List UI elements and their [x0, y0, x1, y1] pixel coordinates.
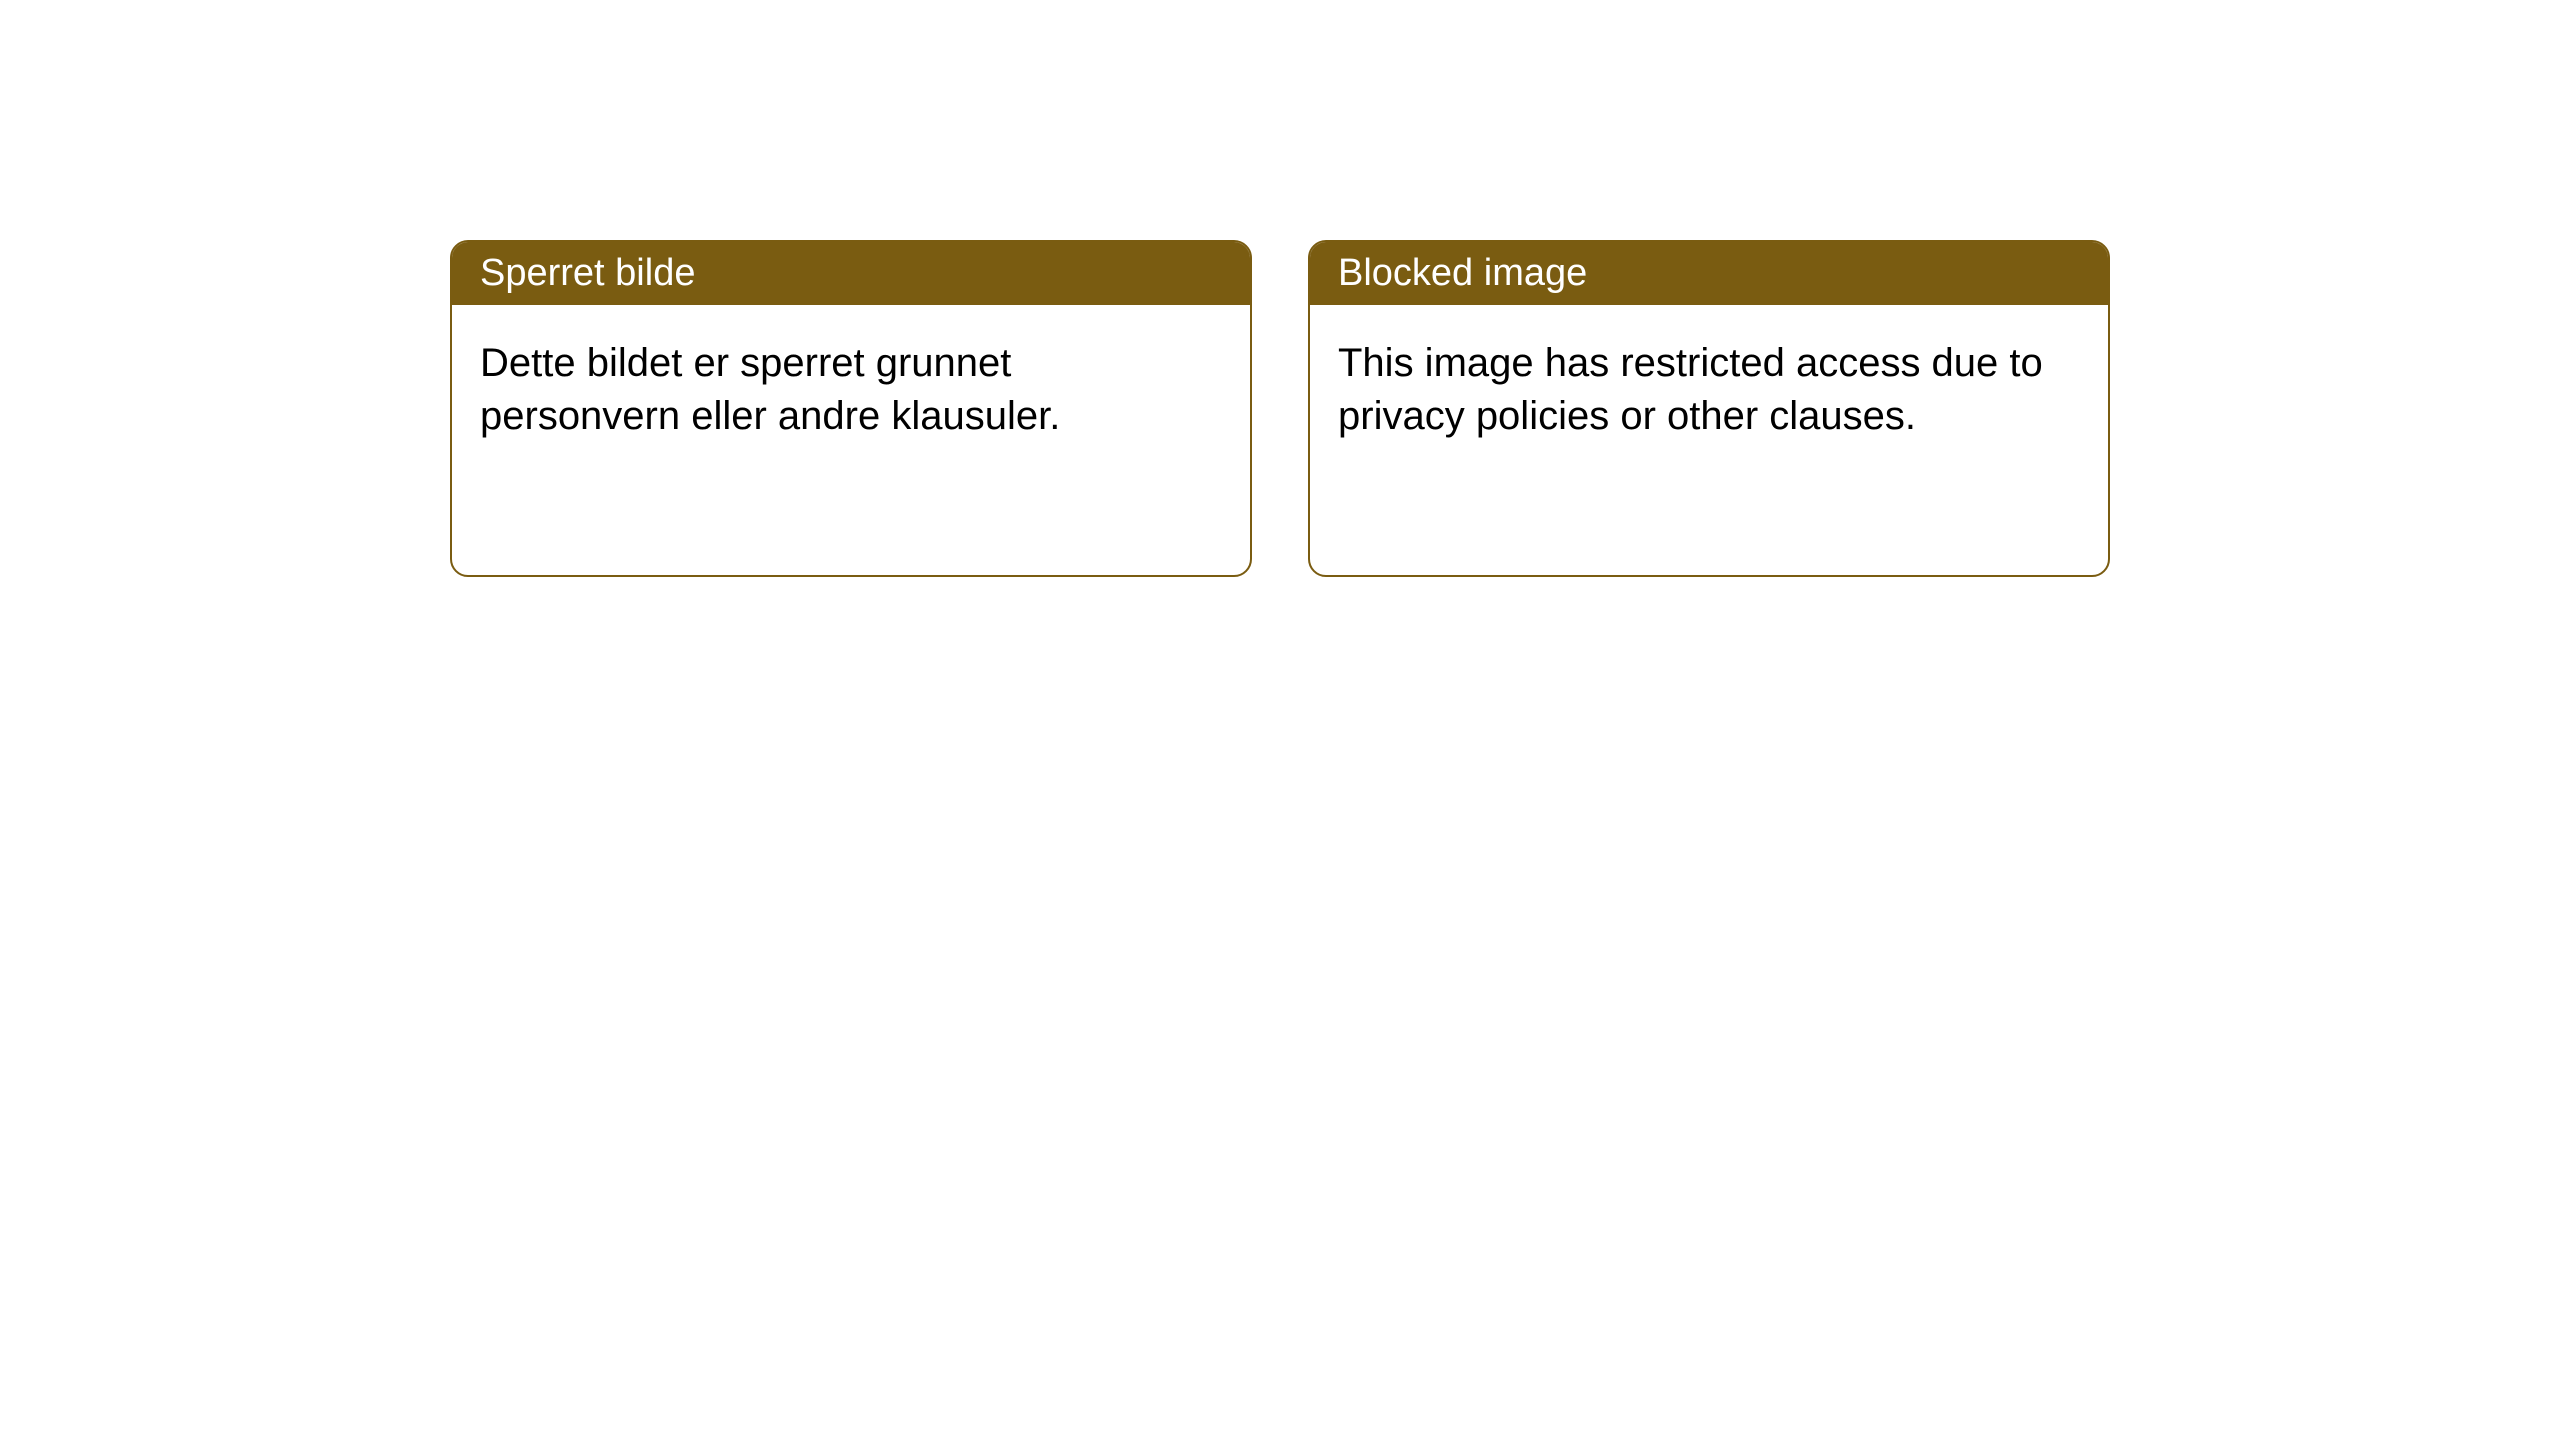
notice-card-body-norwegian: Dette bildet er sperret grunnet personve…	[452, 305, 1250, 575]
notice-card-body-english: This image has restricted access due to …	[1310, 305, 2108, 575]
notice-container: Sperret bilde Dette bildet er sperret gr…	[450, 240, 2110, 577]
notice-card-title-norwegian: Sperret bilde	[452, 242, 1250, 305]
notice-card-english: Blocked image This image has restricted …	[1308, 240, 2110, 577]
notice-card-norwegian: Sperret bilde Dette bildet er sperret gr…	[450, 240, 1252, 577]
notice-card-title-english: Blocked image	[1310, 242, 2108, 305]
